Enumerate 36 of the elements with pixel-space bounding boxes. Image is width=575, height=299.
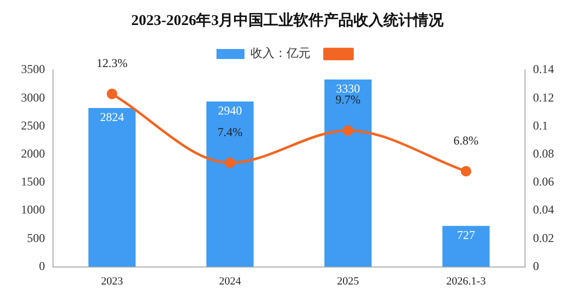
bar xyxy=(324,80,372,267)
x-tick-label: 2026.1-3 xyxy=(446,275,486,288)
data-label: 2824 xyxy=(100,110,124,124)
y-tick-label: 1000 xyxy=(21,202,45,217)
y-tick-label: 1500 xyxy=(21,174,45,189)
y-tick-label: 3500 xyxy=(21,62,45,76)
y-tick-label: 2000 xyxy=(21,146,45,160)
y2-tick-label: 0.06 xyxy=(533,174,554,189)
y2-tick-label: 0.02 xyxy=(533,230,554,245)
x-tick-label: 2023 xyxy=(101,275,124,288)
legend-label: 收入：亿元 xyxy=(250,46,310,60)
y-tick-label: 500 xyxy=(27,230,45,245)
bar xyxy=(206,101,254,267)
point xyxy=(224,158,236,168)
data-label: 6.8% xyxy=(454,133,478,148)
x-tick-label: 2025 xyxy=(337,275,360,288)
data-label: 12.3% xyxy=(96,56,128,70)
point xyxy=(342,125,354,136)
x-tick-label: 2024 xyxy=(219,275,242,288)
data-label: 2940 xyxy=(218,104,242,118)
y2-tick-label: 0.08 xyxy=(533,146,554,160)
data-label: 7.4% xyxy=(218,124,242,139)
y-tick-label: 2500 xyxy=(21,118,45,132)
y-tick-label: 3000 xyxy=(21,90,45,104)
point xyxy=(460,166,472,176)
y2-tick-label: 0 xyxy=(533,258,539,273)
chart-title: 2023-2026年3月中国工业软件产品收入统计情况 xyxy=(131,12,445,29)
data-label: 727 xyxy=(457,228,475,242)
y2-tick-label: 0.14 xyxy=(533,62,554,76)
y2-tick-label: 0.1 xyxy=(533,118,548,132)
y2-tick-label: 0.12 xyxy=(533,90,554,104)
bar xyxy=(88,108,136,267)
y-tick-label: 0 xyxy=(39,258,45,273)
y2-tick-label: 0.04 xyxy=(533,202,554,217)
bar xyxy=(442,226,490,267)
point xyxy=(106,88,118,100)
